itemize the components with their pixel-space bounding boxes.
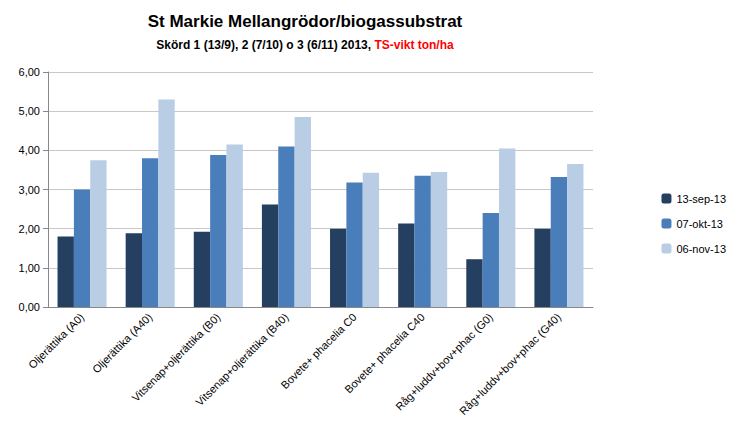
svg-text:5,00: 5,00 <box>19 105 40 117</box>
svg-text:Oljerättika (A0): Oljerättika (A0) <box>26 311 86 371</box>
svg-text:Bovete+ phacelia C0: Bovete+ phacelia C0 <box>278 311 358 391</box>
svg-text:2,00: 2,00 <box>19 223 40 235</box>
svg-text:3,00: 3,00 <box>19 184 40 196</box>
svg-text:Bovete+ phacelia C40: Bovete+ phacelia C40 <box>342 310 427 396</box>
svg-text:1,00: 1,00 <box>19 262 40 274</box>
svg-text:Råg+luddv+bov+phac (G40): Råg+luddv+bov+phac (G40) <box>457 311 563 417</box>
svg-text:Oljerättika (A40): Oljerättika (A40) <box>90 311 155 376</box>
svg-text:Skörd 1 (13/9), 2 (7/10) o 3 (: Skörd 1 (13/9), 2 (7/10) o 3 (6/11) 2013… <box>156 38 374 52</box>
svg-text:TS-vikt ton/ha: TS-vikt ton/ha <box>374 38 454 52</box>
svg-text:0,00: 0,00 <box>19 301 40 313</box>
svg-text:4,00: 4,00 <box>19 144 40 156</box>
svg-text:13-sep-13: 13-sep-13 <box>676 193 726 205</box>
svg-text:6,00: 6,00 <box>19 66 40 78</box>
svg-text:Vitsenap+oljerättika (B40): Vitsenap+oljerättika (B40) <box>193 311 291 409</box>
svg-text:06-nov-13: 06-nov-13 <box>676 243 726 255</box>
svg-text:St Markie Mellangrödor/biogass: St Markie Mellangrödor/biogassubstrat <box>148 12 463 31</box>
svg-text:07-okt-13: 07-okt-13 <box>676 218 722 230</box>
svg-text:Råg+luddv+bov+phac (G0): Råg+luddv+bov+phac (G0) <box>393 310 496 413</box>
svg-text:Vitsenap+oljerättika (B0): Vitsenap+oljerättika (B0) <box>129 310 223 404</box>
